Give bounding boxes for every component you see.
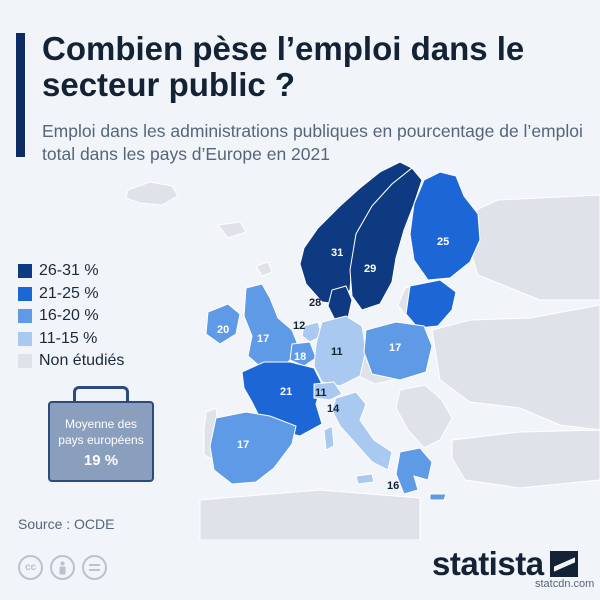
country-baltic-blue bbox=[405, 279, 457, 329]
page-subtitle: Emploi dans les administrations publique… bbox=[42, 121, 583, 165]
label-poland: 17 bbox=[389, 342, 401, 354]
turkey bbox=[451, 429, 600, 489]
label-italy: 14 bbox=[327, 403, 340, 415]
label-belgium: 18 bbox=[294, 351, 306, 363]
statista-mark-icon bbox=[549, 551, 578, 577]
country-greece bbox=[395, 447, 433, 495]
svalbard bbox=[217, 221, 247, 239]
average-value: 19 % bbox=[83, 452, 119, 470]
title-accent-bar bbox=[16, 33, 25, 157]
europe-map: 31 29 25 28 12 20 17 18 11 17 21 11 14 1… bbox=[125, 161, 600, 540]
label-norway: 31 bbox=[331, 247, 343, 259]
north-africa bbox=[199, 489, 421, 540]
watermark: statcdn.com bbox=[535, 578, 595, 590]
equals-icon[interactable] bbox=[82, 555, 107, 580]
license-icons: cc bbox=[18, 555, 107, 580]
label-finland: 25 bbox=[437, 236, 449, 248]
iceland bbox=[125, 181, 179, 206]
label-ireland: 20 bbox=[217, 324, 229, 336]
page-title: Combien pèse l’emploi dans le secteur pu… bbox=[42, 30, 525, 104]
country-ireland bbox=[205, 303, 241, 345]
legend-item-16-20: 16-20 % bbox=[18, 305, 124, 328]
label-switzerland: 11 bbox=[315, 387, 327, 399]
average-label: Moyenne des pays européens bbox=[58, 417, 144, 447]
country-switzerland bbox=[313, 381, 343, 401]
country-poland bbox=[363, 321, 433, 381]
label-denmark: 28 bbox=[309, 297, 321, 309]
label-france: 21 bbox=[280, 386, 292, 398]
country-sardinia bbox=[323, 425, 335, 451]
country-italy bbox=[331, 391, 393, 471]
legend-swatch bbox=[18, 264, 32, 279]
country-finland bbox=[409, 171, 481, 281]
country-spain bbox=[209, 411, 297, 485]
map-legend: 26-31 % 21-25 % 16-20 % 11-15 % Non étud… bbox=[18, 260, 124, 373]
legend-swatch bbox=[18, 354, 32, 369]
country-sweden bbox=[349, 167, 423, 311]
label-germany: 11 bbox=[331, 346, 343, 358]
northern-russia bbox=[469, 194, 600, 301]
legend-swatch bbox=[18, 331, 32, 346]
average-box: Moyenne des pays européens 19 % bbox=[48, 401, 154, 482]
brand-name: statista bbox=[432, 545, 544, 582]
eastern-europe bbox=[431, 304, 600, 431]
legend-item-11-15: 11-15 % bbox=[18, 328, 124, 351]
source-text: Source : OCDE bbox=[18, 516, 115, 532]
label-greece: 16 bbox=[387, 480, 399, 492]
legend-label: 16-20 % bbox=[39, 307, 99, 325]
label-spain: 17 bbox=[237, 439, 249, 451]
legend-label: 21-25 % bbox=[39, 284, 99, 302]
legend-label: 26-31 % bbox=[39, 262, 99, 280]
legend-swatch bbox=[18, 309, 32, 324]
country-germany bbox=[313, 315, 367, 387]
legend-swatch bbox=[18, 286, 32, 301]
country-netherlands bbox=[301, 321, 323, 343]
legend-label: 11-15 % bbox=[39, 329, 98, 347]
legend-item-21-25: 21-25 % bbox=[18, 283, 124, 306]
legend-label: Non étudiés bbox=[39, 352, 125, 370]
statista-logo[interactable]: statista bbox=[432, 545, 578, 583]
faroe bbox=[255, 261, 273, 277]
legend-item-not-studied: Non étudiés bbox=[18, 350, 124, 373]
country-greece-islands bbox=[429, 493, 447, 501]
by-icon[interactable] bbox=[50, 555, 75, 580]
label-sweden: 29 bbox=[364, 263, 376, 275]
label-united-kingdom: 17 bbox=[257, 333, 269, 345]
cc-icon[interactable]: cc bbox=[18, 555, 43, 580]
country-belgium bbox=[289, 341, 317, 367]
legend-item-26-31: 26-31 % bbox=[18, 260, 124, 283]
country-sicily bbox=[355, 473, 375, 485]
average-briefcase: Moyenne des pays européens 19 % bbox=[48, 386, 154, 482]
briefcase-icon bbox=[73, 386, 129, 404]
country-denmark bbox=[327, 285, 353, 323]
label-netherlands: 12 bbox=[293, 320, 305, 332]
balkans bbox=[395, 384, 453, 449]
